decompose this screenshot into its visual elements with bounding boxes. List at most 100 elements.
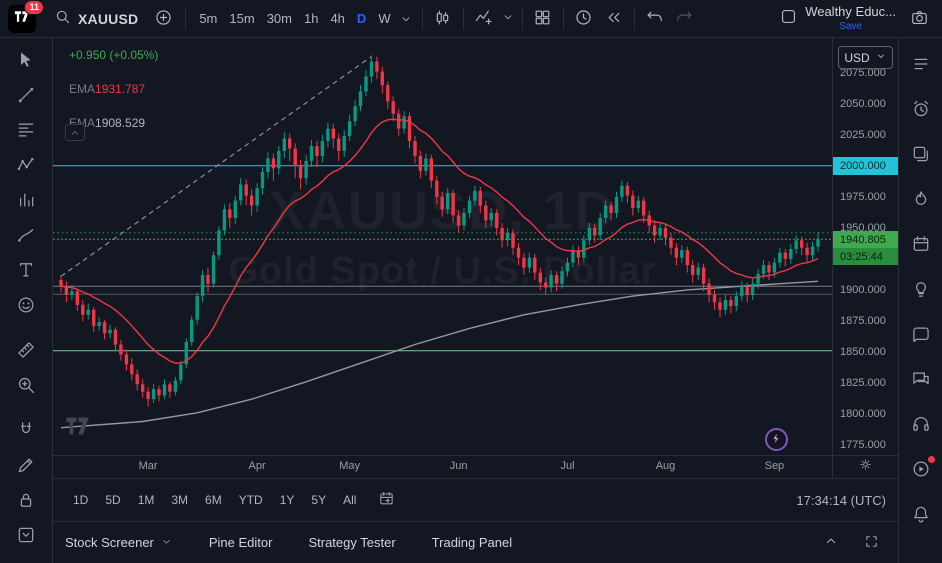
indicator-legend-row[interactable]: EMA1931.787 bbox=[63, 80, 164, 98]
range-1y[interactable]: 1Y bbox=[272, 488, 303, 512]
indicator-name: EMA bbox=[69, 82, 95, 96]
interval-15m[interactable]: 15m bbox=[223, 6, 260, 31]
footer-tab-pine-editor[interactable]: Pine Editor bbox=[209, 535, 273, 550]
interval-1h[interactable]: 1h bbox=[298, 6, 324, 31]
manage-layouts-button[interactable]: Wealthy Educ... Save bbox=[773, 3, 902, 33]
interval-5m[interactable]: 5m bbox=[193, 6, 223, 31]
panel-streams[interactable] bbox=[906, 455, 936, 485]
tool-measure[interactable] bbox=[7, 334, 45, 368]
save-layout-label[interactable]: Save bbox=[839, 21, 862, 32]
top-toolbar: 11 XAUUSD 5m15m30m1h4hDW Wealthy Educ...… bbox=[0, 0, 942, 38]
time-label-apr: Apr bbox=[249, 460, 266, 472]
edit-icon bbox=[16, 455, 36, 478]
layout-grid-icon bbox=[533, 8, 552, 30]
scale-settings-button[interactable] bbox=[832, 456, 898, 478]
clock[interactable]: 17:34:14 (UTC) bbox=[796, 493, 886, 508]
tool-fib-retracement[interactable] bbox=[7, 114, 45, 148]
candles-icon bbox=[433, 8, 452, 30]
indicator-templates-button[interactable] bbox=[499, 4, 517, 34]
indicators-icon bbox=[474, 8, 493, 30]
calendar-range-icon bbox=[378, 490, 395, 510]
footer-tab-trading-panel[interactable]: Trading Panel bbox=[432, 535, 512, 550]
boost-button[interactable] bbox=[765, 428, 788, 451]
range-ytd[interactable]: YTD bbox=[231, 488, 271, 512]
interval-d[interactable]: D bbox=[351, 6, 372, 31]
candlestick-chart[interactable] bbox=[53, 38, 832, 455]
compare-add-symbol-button[interactable] bbox=[148, 4, 178, 34]
tool-trendline[interactable] bbox=[7, 79, 45, 113]
tool-zoom-in[interactable] bbox=[7, 369, 45, 403]
lock-icon bbox=[16, 490, 36, 513]
symbol-search[interactable]: XAUUSD bbox=[46, 4, 146, 34]
toolbar-divider bbox=[563, 8, 564, 30]
tool-magnet[interactable] bbox=[7, 414, 45, 448]
tradingview-watermark-logo[interactable] bbox=[65, 416, 91, 441]
tool-forecast[interactable] bbox=[7, 184, 45, 218]
footer-tab-strategy-tester[interactable]: Strategy Tester bbox=[308, 535, 395, 550]
time-label-jun: Jun bbox=[450, 460, 468, 472]
time-label-jul: Jul bbox=[560, 460, 574, 472]
currency-dropdown[interactable]: USD bbox=[838, 46, 893, 69]
interval-w[interactable]: W bbox=[372, 6, 396, 31]
range-1m[interactable]: 1M bbox=[130, 488, 163, 512]
go-to-date-button[interactable] bbox=[371, 485, 401, 515]
redo-button[interactable] bbox=[670, 4, 700, 34]
panel-maximize-button[interactable] bbox=[856, 528, 886, 558]
chart-pane[interactable]: XAUUSD, 1D Gold Spot / U.S. Dollar +0.95… bbox=[53, 38, 832, 455]
tool-cursor[interactable] bbox=[7, 44, 45, 78]
time-axis[interactable]: MarAprMayJunJulAugSep bbox=[53, 456, 832, 478]
panel-minds[interactable] bbox=[906, 320, 936, 350]
tool-xabcd-pattern[interactable] bbox=[7, 149, 45, 183]
panel-hotlists[interactable] bbox=[906, 185, 936, 215]
panel-chat[interactable] bbox=[906, 365, 936, 395]
tool-text[interactable] bbox=[7, 254, 45, 288]
caret-icon bbox=[501, 10, 515, 27]
range-5d[interactable]: 5D bbox=[97, 488, 128, 512]
panel-support[interactable] bbox=[906, 410, 936, 440]
tool-object-tree[interactable] bbox=[7, 519, 45, 553]
tool-emoji[interactable] bbox=[7, 289, 45, 323]
streams-icon bbox=[911, 459, 931, 482]
interval-dropdown-button[interactable] bbox=[397, 4, 415, 34]
chart-type-button[interactable] bbox=[428, 4, 458, 34]
interval-group: 5m15m30m1h4hDW bbox=[193, 4, 414, 34]
panel-notifications[interactable] bbox=[906, 500, 936, 530]
panel-watchlist[interactable] bbox=[906, 50, 936, 80]
panel-alerts[interactable] bbox=[906, 95, 936, 125]
bar-replay-button[interactable] bbox=[599, 4, 629, 34]
chart-column: XAUUSD, 1D Gold Spot / U.S. Dollar +0.95… bbox=[53, 38, 898, 563]
brush-icon bbox=[16, 225, 36, 248]
object-tree-icon bbox=[16, 525, 36, 548]
panel-ideas[interactable] bbox=[906, 275, 936, 305]
layout-square-icon bbox=[779, 7, 798, 29]
create-alert-button[interactable] bbox=[569, 4, 599, 34]
interval-30m[interactable]: 30m bbox=[261, 6, 298, 31]
tool-brush[interactable] bbox=[7, 219, 45, 253]
panel-news[interactable] bbox=[906, 140, 936, 170]
range-all[interactable]: All bbox=[335, 488, 364, 512]
drawing-toolbar bbox=[0, 38, 53, 563]
range-5y[interactable]: 5Y bbox=[303, 488, 334, 512]
range-6m[interactable]: 6M bbox=[197, 488, 230, 512]
snapshot-button[interactable] bbox=[904, 4, 934, 34]
panel-expand-button[interactable] bbox=[816, 528, 846, 558]
price-scale[interactable]: USD 2075.0002050.0002025.0002000.0001975… bbox=[832, 38, 898, 455]
indicators-button[interactable] bbox=[469, 4, 499, 34]
tool-lock[interactable] bbox=[7, 484, 45, 518]
range-3m[interactable]: 3M bbox=[163, 488, 196, 512]
notification-count-badge: 11 bbox=[24, 0, 44, 15]
multichart-layout-button[interactable] bbox=[528, 4, 558, 34]
interval-4h[interactable]: 4h bbox=[324, 6, 350, 31]
footer-tab-stock-screener[interactable]: Stock Screener bbox=[65, 535, 173, 551]
panel-calendar[interactable] bbox=[906, 230, 936, 260]
main-menu-button[interactable]: 11 bbox=[8, 5, 36, 33]
undo-button[interactable] bbox=[640, 4, 670, 34]
legend-collapse-button[interactable] bbox=[65, 124, 85, 141]
range-1d[interactable]: 1D bbox=[65, 488, 96, 512]
price-label: 2025.000 bbox=[840, 129, 886, 141]
price-label: 1850.000 bbox=[840, 346, 886, 358]
tool-edit[interactable] bbox=[7, 449, 45, 483]
xabcd-pattern-icon bbox=[16, 155, 36, 178]
price-label: 1975.000 bbox=[840, 191, 886, 203]
news-icon bbox=[911, 144, 931, 167]
